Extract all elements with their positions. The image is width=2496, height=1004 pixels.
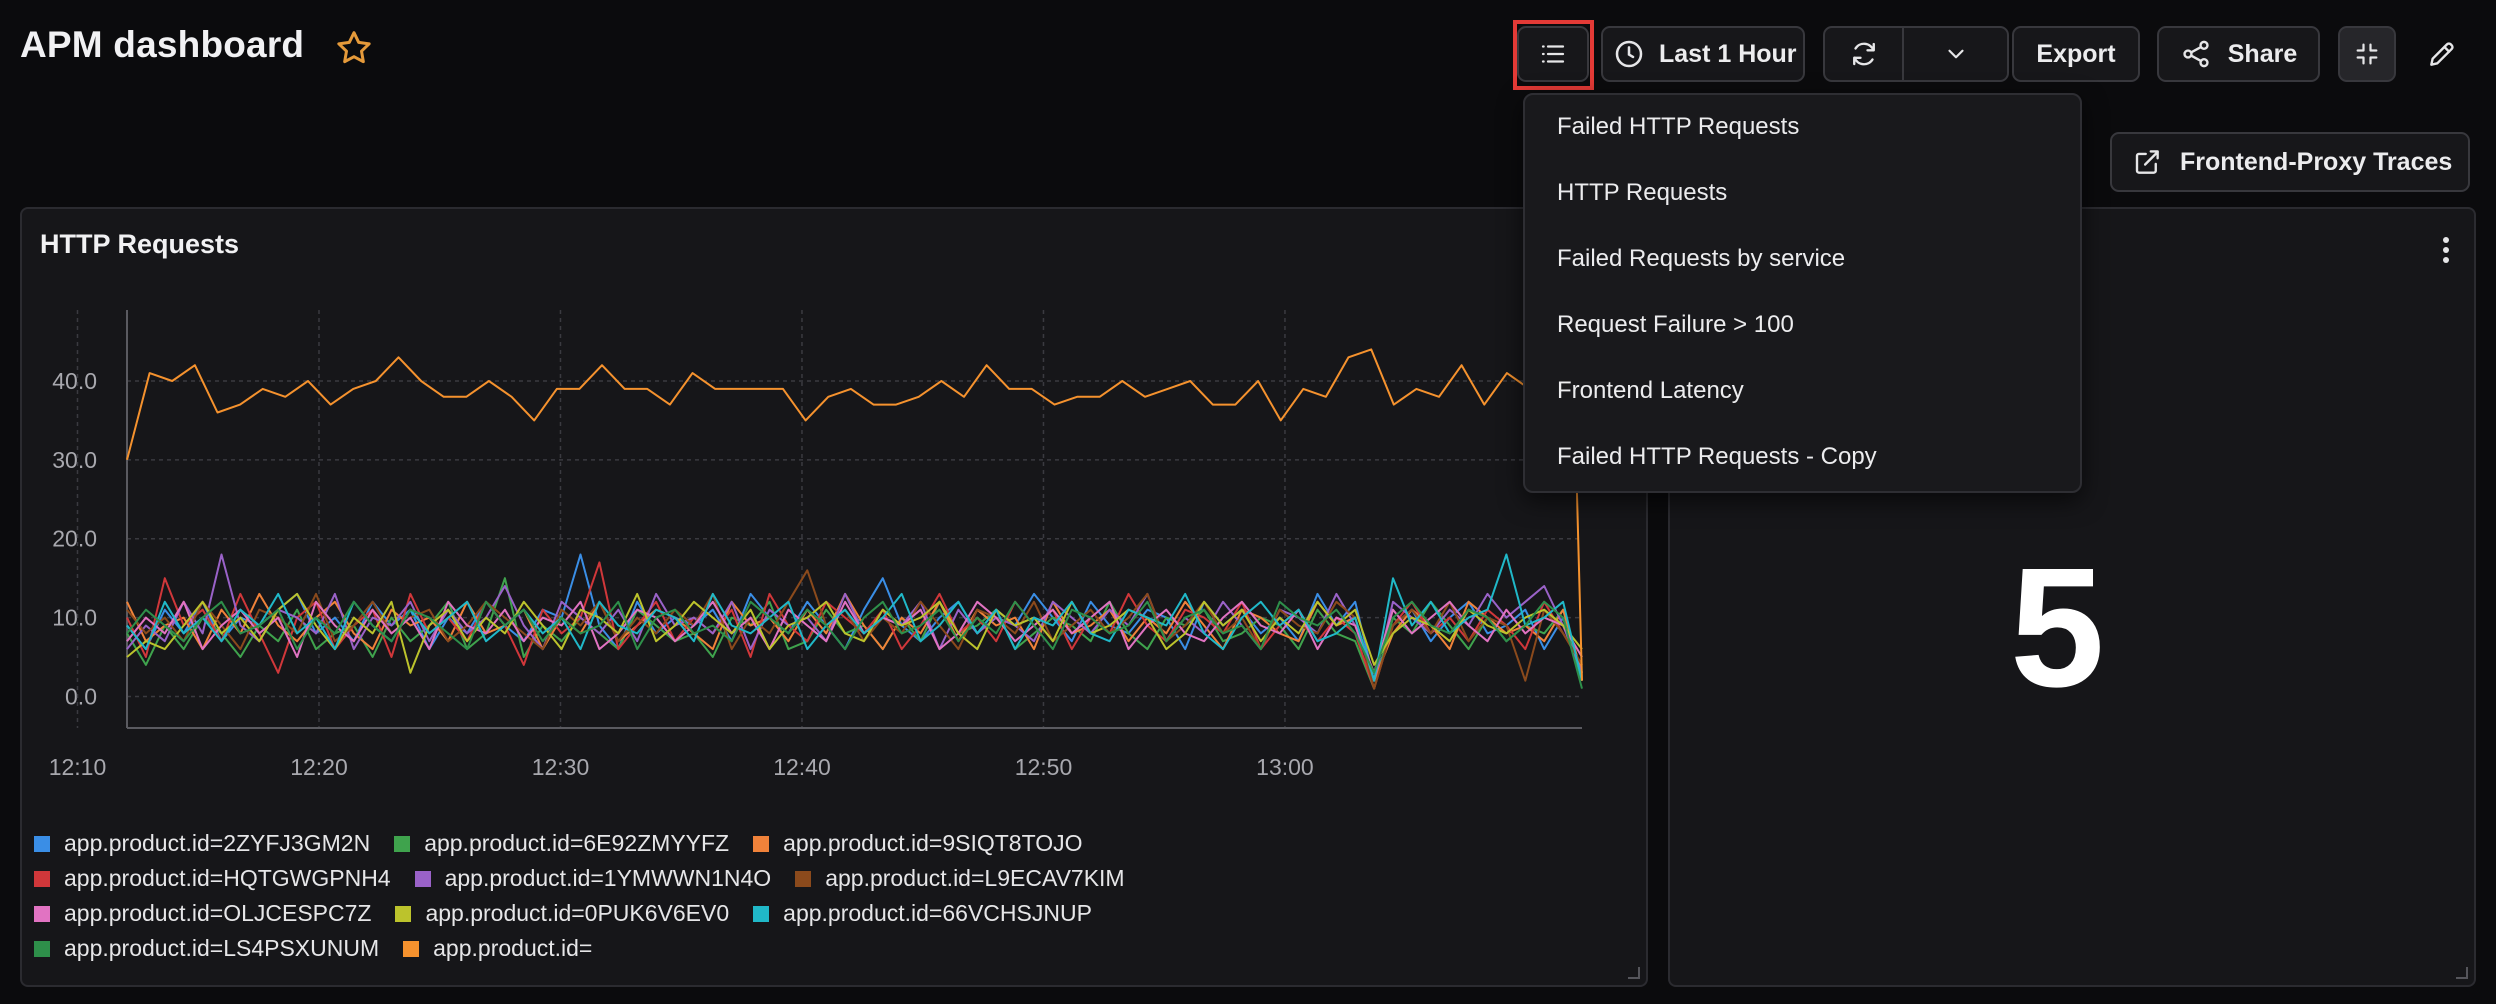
menu-item-request-failure-100[interactable]: Request Failure > 100 — [1557, 311, 1794, 338]
panel-menu-button[interactable] — [2440, 235, 2452, 265]
legend-item[interactable]: app.product.id=OLJCESPC7Z — [34, 900, 371, 927]
legend-swatch — [34, 905, 50, 922]
legend-swatch — [394, 835, 411, 852]
legend-swatch — [395, 905, 412, 922]
legend-swatch — [795, 870, 812, 887]
legend-item[interactable]: app.product.id=L9ECAV7KIM — [795, 865, 1125, 892]
edit-button[interactable] — [2420, 32, 2464, 76]
panel-list-menu: Failed HTTP Requests HTTP Requests Faile… — [1523, 93, 2082, 493]
legend-label: app.product.id=L9ECAV7KIM — [825, 865, 1125, 891]
list-icon — [1541, 45, 1565, 63]
time-range-button[interactable]: Last 1 Hour — [1601, 26, 1805, 82]
legend-swatch — [34, 870, 50, 887]
legend-item[interactable]: app.product.id=66VCHSJNUP — [753, 900, 1092, 927]
share-label: Share — [2227, 39, 2298, 68]
frontend-proxy-traces-label: Frontend-Proxy Traces — [2180, 147, 2453, 176]
menu-item-failed-http-requests[interactable]: Failed HTTP Requests — [1557, 113, 1800, 140]
clock-icon — [1615, 40, 1643, 68]
legend-swatch — [403, 940, 420, 957]
export-button[interactable]: Export — [2012, 26, 2140, 82]
menu-item-http-requests[interactable]: HTTP Requests — [1557, 179, 1728, 206]
chart-legend: app.product.id=2ZYFJ3GM2N app.product.id=… — [34, 826, 1614, 966]
resize-handle[interactable] — [2456, 967, 2468, 979]
legend-item[interactable]: app.product.id=6E92ZMYYFZ — [394, 830, 729, 857]
menu-item-frontend-latency[interactable]: Frontend Latency — [1557, 377, 1744, 404]
panels-list-button[interactable] — [1517, 26, 1589, 82]
share-button[interactable]: Share — [2157, 26, 2320, 82]
legend-label: app.product.id=HQTGWGPNH4 — [64, 865, 391, 891]
legend-label: app.product.id= — [433, 935, 593, 961]
frontend-proxy-traces-link[interactable]: Frontend-Proxy Traces — [2110, 132, 2470, 192]
page-title: APM dashboard — [20, 24, 305, 65]
legend-item[interactable]: app.product.id=9SIQT8TOJO — [753, 830, 1082, 857]
resize-handle[interactable] — [1628, 967, 1640, 979]
time-range-label: Last 1 Hour — [1659, 39, 1797, 68]
legend-label: app.product.id=9SIQT8TOJO — [783, 830, 1083, 856]
collapse-icon — [2356, 43, 2378, 65]
panel-title: HTTP Requests — [40, 229, 240, 259]
legend-item[interactable]: app.product.id=HQTGWGPNH4 — [34, 865, 391, 892]
share-icon — [2183, 40, 2209, 68]
legend-swatch — [34, 940, 50, 957]
legend-item[interactable]: app.product.id=1YMWWN1N4O — [414, 865, 772, 892]
legend-row: app.product.id=2ZYFJ3GM2N app.product.id=… — [34, 826, 1614, 861]
legend-item[interactable]: app.product.id= — [403, 935, 592, 962]
refresh-group — [1823, 26, 2009, 82]
legend-item[interactable]: app.product.id=2ZYFJ3GM2N — [34, 830, 370, 857]
external-link-icon — [2135, 150, 2159, 174]
legend-label: app.product.id=LS4PSXUNUM — [64, 935, 380, 961]
legend-label: app.product.id=66VCHSJNUP — [783, 900, 1092, 926]
legend-item[interactable]: app.product.id=0PUK6V6EV0 — [395, 900, 729, 927]
legend-row: app.product.id=LS4PSXUNUM app.product.id= — [34, 931, 1614, 966]
exit-fullscreen-button[interactable] — [2338, 26, 2396, 82]
legend-row: app.product.id=OLJCESPC7Z app.product.id=… — [34, 896, 1614, 931]
kebab-menu-icon — [2443, 237, 2449, 263]
legend-label: app.product.id=2ZYFJ3GM2N — [64, 830, 371, 856]
legend-label: app.product.id=1YMWWN1N4O — [444, 865, 772, 891]
legend-label: app.product.id=0PUK6V6EV0 — [425, 900, 730, 926]
legend-row: app.product.id=HQTGWGPNH4 app.product.id=… — [34, 861, 1614, 896]
legend-item[interactable]: app.product.id=LS4PSXUNUM — [34, 935, 379, 962]
legend-swatch — [34, 835, 50, 852]
legend-swatch — [753, 835, 770, 852]
legend-swatch — [414, 870, 431, 887]
chevron-down-icon — [1947, 49, 1964, 59]
legend-label: app.product.id=6E92ZMYYFZ — [424, 830, 730, 856]
menu-item-failed-http-requests-copy[interactable]: Failed HTTP Requests - Copy — [1557, 443, 1877, 470]
stat-value: 5 — [2010, 533, 2105, 723]
pencil-icon — [2430, 42, 2454, 66]
refresh-icon — [1852, 42, 1875, 66]
export-label: Export — [2036, 39, 2116, 68]
refresh-interval-dropdown[interactable] — [1904, 28, 2007, 80]
highlight-box — [1513, 20, 1594, 90]
star-icon[interactable] — [334, 28, 374, 68]
legend-swatch — [753, 905, 770, 922]
legend-label: app.product.id=OLJCESPC7Z — [64, 900, 372, 926]
menu-item-failed-requests-by-service[interactable]: Failed Requests by service — [1557, 245, 1846, 272]
refresh-button[interactable] — [1825, 28, 1904, 80]
